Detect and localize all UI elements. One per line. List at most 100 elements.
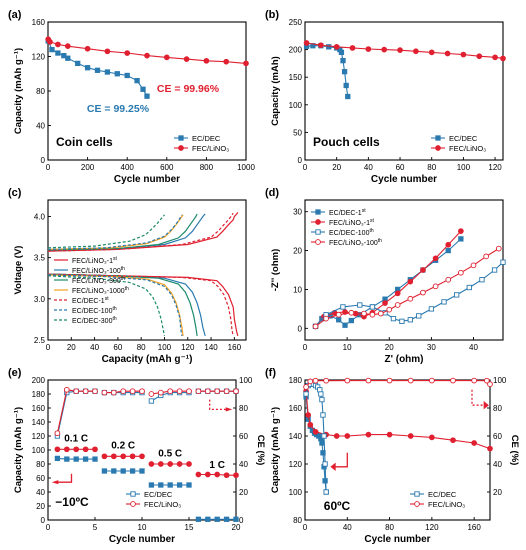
y-axis-label: -Z'' (ohm) [270,249,281,292]
legend-label: FEC/LiNO₃-100th [329,238,382,247]
data-point [386,306,393,313]
data-point [307,378,314,385]
y2-tick-label: 60 [493,432,502,441]
data-point [454,292,460,298]
discharge-curve [47,273,198,336]
data-point [55,41,61,48]
y-tick-label: 160 [32,404,46,413]
y-tick-label: 0 [41,516,46,525]
plot-frame [304,199,504,341]
data-point [110,389,117,396]
y-tick-label: 120 [289,460,303,469]
data-point [94,67,101,73]
data-point [303,40,310,46]
y-tick-label: 140 [289,432,303,441]
data-point [321,433,327,439]
charge-curve [47,214,183,250]
y-axis-label: Capacity (mAh g⁻¹) [270,407,281,493]
data-point [63,446,70,453]
data-point [390,315,397,322]
data-point [382,300,388,306]
data-point [445,247,451,254]
data-point [195,516,202,522]
data-point [348,317,354,324]
data-point [54,455,61,462]
x-axis-label: Cycle number [114,174,180,185]
data-point [416,313,422,319]
data-point [450,377,456,384]
data-point [303,384,309,390]
data-point [73,446,80,453]
data-point [432,283,439,290]
data-point [82,388,89,395]
legend-marker [414,491,420,497]
data-point [323,377,329,384]
data-point [320,412,326,418]
data-point [140,86,146,92]
y-tick-label: 120 [32,53,46,62]
data-point [186,461,192,467]
x-tick-label: 100 [457,163,471,172]
x-tick-label: 800 [200,163,214,172]
legend-superscript: th [121,276,125,282]
data-point [157,461,164,467]
series-line [305,380,491,388]
data-point [470,262,477,269]
annotation-label: Pouch cells [313,135,380,149]
legend-superscript: th [378,238,382,244]
data-point [120,468,126,474]
x-tick-label: 80 [137,343,146,352]
data-point [323,315,329,322]
data-point [92,446,98,453]
axis-arrowhead [483,401,489,410]
data-point [204,471,211,478]
y2-axis-label: CE (%) [509,435,520,466]
x-tick-label: 40 [343,523,352,532]
legend-marker [315,229,321,235]
data-point [214,471,221,478]
data-point [333,433,340,439]
y2-tick-label: 20 [239,488,248,497]
x-tick-label: 60 [396,163,405,172]
data-point [305,412,312,418]
x-tick-label: 140 [204,343,218,352]
data-point [344,433,351,439]
data-point [64,43,71,50]
panel-label: (e) [8,367,22,379]
x-tick-label: 120 [488,163,502,172]
data-point [500,259,506,265]
legend-label: FEC/LiNO₃ [428,500,465,509]
y2-tick-label: 40 [239,460,248,469]
axis-arrow [55,473,73,483]
x-tick-label: 0 [303,343,308,352]
x-tick-label: 20 [385,343,394,352]
y-tick-label: 40 [36,122,45,131]
legend-marker [414,501,420,507]
data-point [63,386,70,393]
data-point [386,377,393,384]
x-tick-label: 10 [343,343,352,352]
data-point [397,47,403,54]
data-point [338,49,345,56]
discharge-curve [47,273,234,337]
data-point [319,396,325,403]
x-tick-label: 80 [427,163,436,172]
data-point [483,377,490,384]
data-point [340,57,346,64]
annotation-label: CE = 99.96% [157,83,220,95]
data-point [54,446,61,453]
data-point [101,453,108,460]
data-point [444,50,451,57]
data-point [144,52,150,59]
data-point [148,398,155,404]
legend-label: FEC/LiNO₃-1000th [72,286,129,295]
data-point [124,72,130,79]
y-tick-label: 30 [293,208,302,217]
data-point [129,468,136,474]
data-point [124,50,131,56]
y2-tick-label: 0 [239,516,244,525]
y-axis-label: Capacity (mAh) [270,56,281,126]
x-tick-label: 0 [303,523,308,532]
data-point [233,388,239,395]
x-axis-label: Capacity (mAh g⁻¹) [102,354,193,365]
